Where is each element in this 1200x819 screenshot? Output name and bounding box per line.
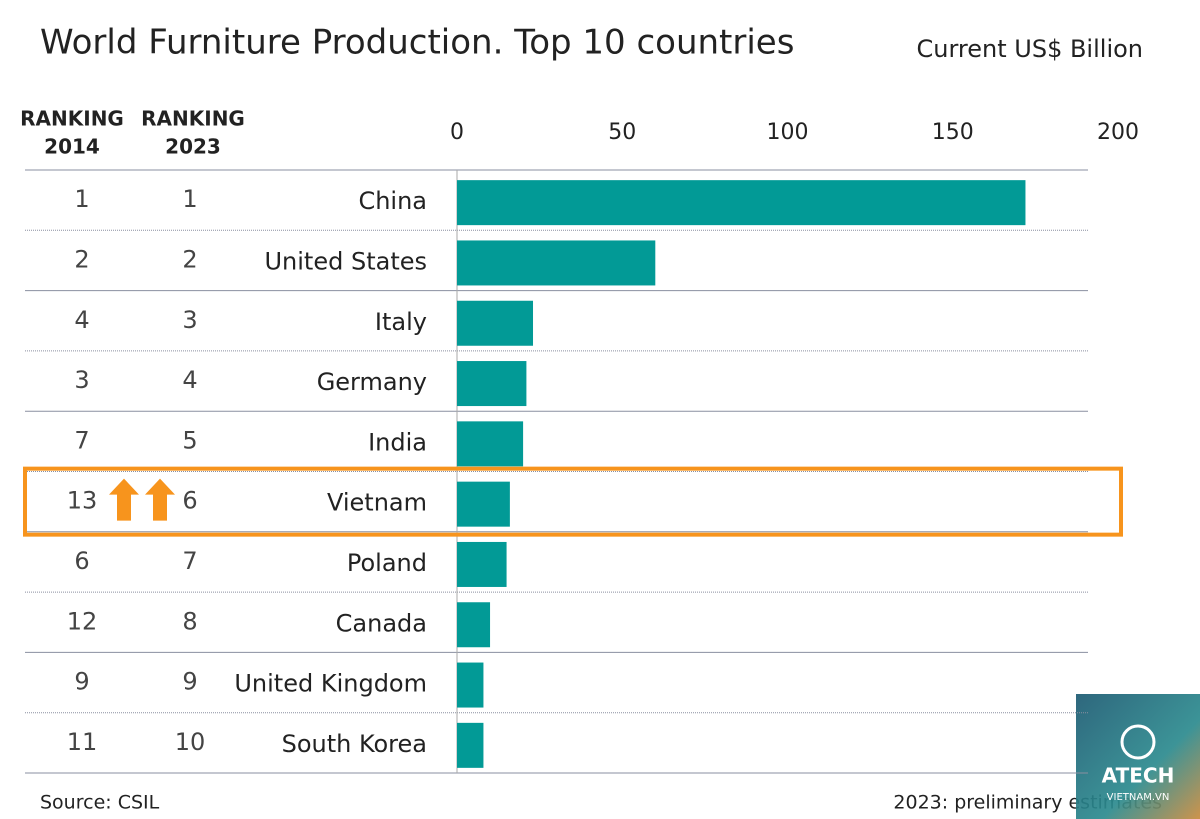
highlight-box [23, 466, 1123, 537]
rank-2014: 6 [74, 547, 89, 575]
rank-2023: 1 [182, 185, 197, 213]
watermark-text: ATECH [1102, 764, 1175, 788]
unit-label: Current US$ Billion [917, 35, 1144, 63]
category-label: Germany [317, 368, 427, 396]
bar [457, 602, 491, 648]
rank-header: 2014 [44, 135, 100, 159]
up-arrow [109, 478, 139, 521]
rank-2014: 3 [74, 366, 89, 394]
x-tick-label: 150 [932, 120, 974, 145]
bar [457, 541, 507, 587]
category-label: Canada [336, 609, 427, 637]
rank-2023: 7 [182, 547, 197, 575]
rank-2023: 5 [182, 426, 197, 454]
rank-header: RANKING [20, 107, 124, 131]
x-tick-label: 200 [1097, 120, 1139, 145]
watermark-subtext: VIETNAM.VN [1107, 792, 1170, 803]
rank-2014: 12 [67, 607, 98, 635]
rank-2014: 2 [74, 245, 89, 273]
rank-header: 2023 [165, 135, 221, 159]
source: Source: CSIL [40, 792, 160, 814]
bar [457, 421, 524, 467]
category-label: United States [264, 247, 427, 275]
up-arrow [145, 478, 175, 521]
bar [457, 722, 484, 768]
x-tick-label: 0 [450, 120, 464, 145]
rank-2014: 1 [74, 185, 89, 213]
rank-2023: 9 [182, 668, 197, 696]
rank-2014: 7 [74, 426, 89, 454]
rank-2014: 13 [67, 487, 98, 515]
chart-title: World Furniture Production. Top 10 count… [40, 23, 794, 63]
category-label: South Korea [282, 730, 427, 758]
bar [457, 361, 527, 407]
rank-2014: 11 [67, 728, 98, 756]
x-tick-label: 100 [767, 120, 809, 145]
rank-2023: 2 [182, 245, 197, 273]
bar [457, 300, 534, 346]
category-label: United Kingdom [234, 670, 427, 698]
rank-2023: 6 [182, 487, 197, 515]
category-label: India [368, 428, 427, 456]
rank-2014: 4 [74, 306, 89, 334]
rank-2023: 3 [182, 306, 197, 334]
rank-header: RANKING [141, 107, 245, 131]
category-label: China [358, 187, 427, 215]
rank-2023: 8 [182, 607, 197, 635]
category-label: Italy [375, 308, 427, 336]
watermark-logo: ATECH VIETNAM.VN [1076, 694, 1200, 819]
bar [457, 662, 484, 708]
x-tick-label: 50 [608, 120, 636, 145]
rank-2014: 9 [74, 668, 89, 696]
category-label: Vietnam [327, 489, 427, 517]
bar [457, 481, 510, 527]
bar [457, 180, 1026, 226]
rank-2023: 4 [182, 366, 197, 394]
bar [457, 240, 656, 286]
rank-2023: 10 [175, 728, 206, 756]
category-label: Poland [347, 549, 427, 577]
